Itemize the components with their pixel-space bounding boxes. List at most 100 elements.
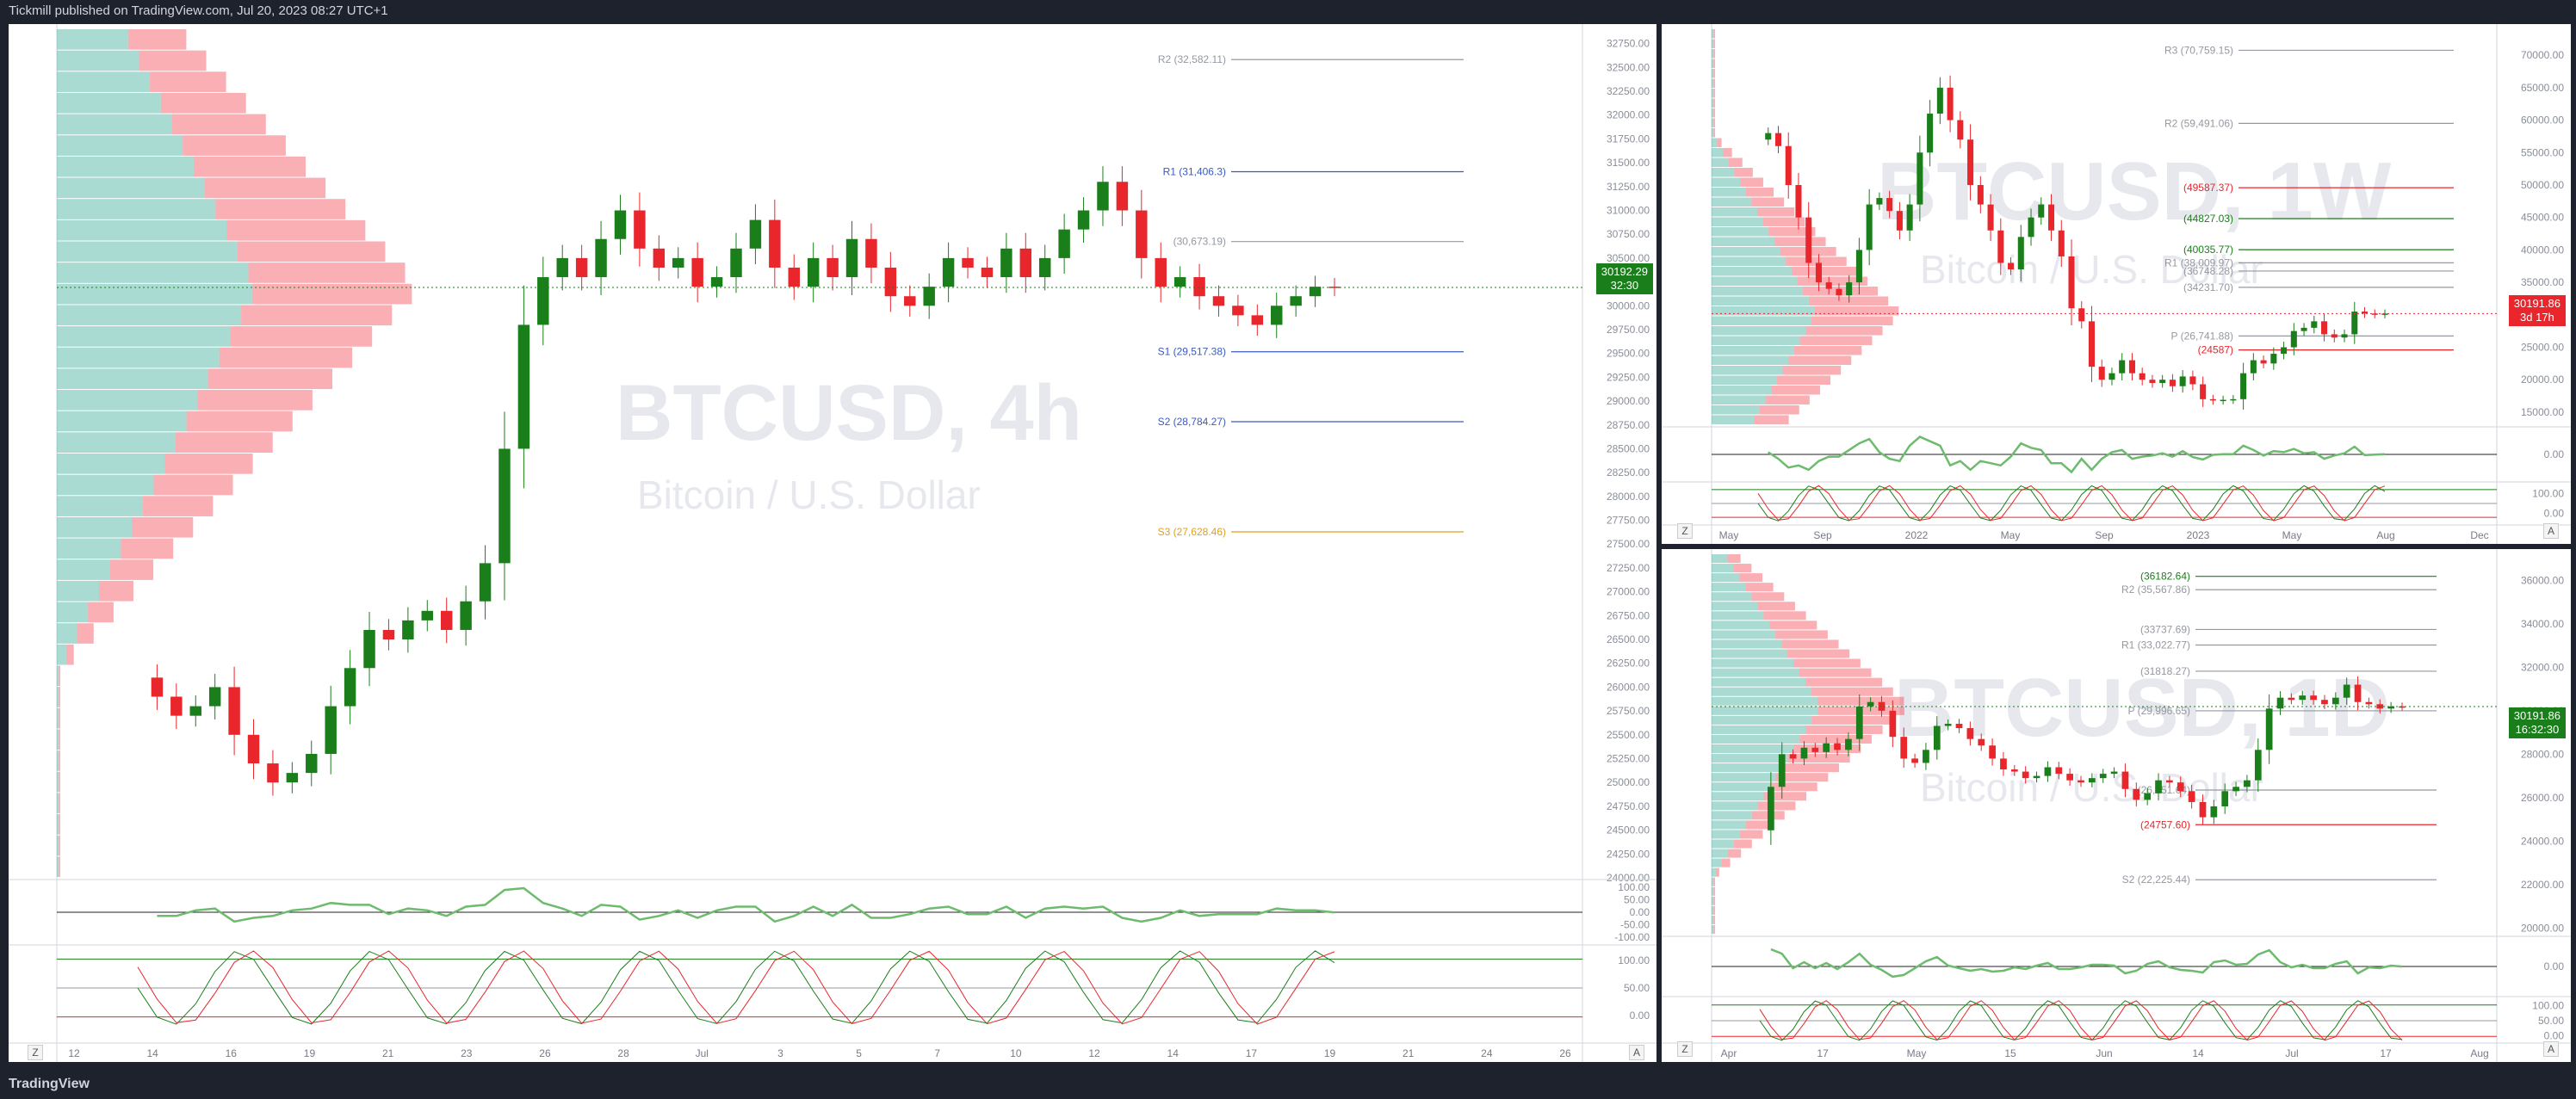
candle-body [845,238,858,278]
volume-profile-up [57,665,59,687]
price-tick-label: 28000.00 [1607,491,1650,503]
candle-body [595,238,607,278]
volume-profile-down [59,771,60,793]
volume-profile-up [1712,366,1783,375]
candle-body [2343,684,2350,698]
volume-profile-up [1712,188,1746,197]
last-price-tag: 30191.86 3d 17h [2508,295,2566,326]
volume-profile-down [1811,715,1894,725]
candle-body [382,629,395,640]
pivot-level-label: (24587) [2198,344,2233,356]
volume-profile-down [1757,602,1795,611]
volume-profile-down [88,602,114,623]
volume-profile-up [1712,346,1794,355]
time-tick-label: Jun [2096,1047,2112,1059]
volume-profile-down [197,390,313,411]
tradingview-logo[interactable]: TradingView [9,1077,90,1091]
volume-profile-down [183,135,286,156]
volume-profile-up [1712,715,1812,725]
volume-profile-down [59,750,60,771]
volume-profile-down [1791,267,1857,276]
price-tick-label: 50000.00 [2521,179,2564,191]
candle-body [1778,754,1786,787]
volume-profile-up [57,92,161,114]
candle-body [460,601,472,630]
candle-body [2179,376,2186,386]
volume-profile-down [1713,905,1715,915]
weekly-chart-pane[interactable]: BTCUSD, 1W Bitcoin / U.S. Dollar 70000.0… [1662,24,2571,544]
main-chart-svg[interactable]: 32750.0032500.0032250.0032000.0031750.00… [9,24,1656,1062]
volume-profile-up [1712,915,1714,924]
candle-body [2044,767,2052,776]
time-tick-label: 21 [1403,1047,1415,1059]
main-chart-pane[interactable]: BTCUSD, 4h Bitcoin / U.S. Dollar 32750.0… [9,24,1656,1062]
volume-profile-up [1712,128,1714,138]
price-tick-label: 32000.00 [2521,661,2564,673]
volume-profile-up [57,623,77,644]
volume-profile-up [1712,415,1755,424]
volume-profile-down [1713,49,1715,59]
volume-profile-down [1715,867,1719,877]
auto-scale-button[interactable]: A [1629,1045,1644,1060]
candle-body [2000,758,2007,770]
time-tick-label: May [2282,529,2302,541]
zoom-button[interactable]: Z [1677,1041,1693,1057]
volume-profile-up [57,177,205,199]
price-tick-label: 34000.00 [2521,618,2564,630]
candle-body [2038,204,2045,218]
candle-body [2354,684,2362,702]
daily-chart-pane[interactable]: BTCUSD, 1D Bitcoin / U.S. Dollar 36000.0… [1662,549,2571,1062]
volume-profile-down [1713,69,1715,78]
candle-body [2290,330,2297,348]
candle-body [2010,769,2018,772]
candle-body [865,238,877,268]
volume-profile-up [1712,687,1811,696]
volume-profile-down [1782,366,1842,375]
auto-scale-button[interactable]: A [2543,523,2559,539]
volume-profile-down [1805,725,1883,734]
volume-profile-up [57,50,139,71]
volume-profile-up [1712,706,1818,715]
volume-profile-up [57,707,59,729]
volume-profile-down [1745,583,1774,592]
candle-body [1038,257,1051,278]
candle-body [2351,312,2358,335]
volume-profile-down [175,432,273,453]
candle-body [1836,288,1842,296]
candle-body [2088,321,2096,367]
volume-profile-down [1788,355,1852,365]
last-price-value: 30191.86 [2513,709,2561,722]
volume-profile-up [57,199,216,219]
bar-countdown: 32:30 [1610,279,1639,292]
volume-profile-down [59,835,60,856]
daily-chart-svg[interactable]: 36000.0034000.0032000.0030000.0028000.00… [1662,549,2571,1062]
auto-scale-button[interactable]: A [2543,1041,2559,1057]
volume-profile-up [1712,886,1714,896]
price-tick-label: 30500.00 [1607,252,1650,264]
volume-profile-up [1712,267,1792,276]
candle-body [2288,697,2295,701]
volume-profile-up [57,283,252,305]
price-tick-label: 32500.00 [1607,61,1650,73]
volume-profile-up [57,835,59,856]
volume-profile-up [57,390,198,411]
candle-body [2209,398,2216,401]
momentum-line [1770,948,2403,979]
pivot-level-label: (24757.60) [2140,818,2190,830]
time-tick-label: Sep [1813,529,1832,541]
volume-profile-down [1757,801,1796,811]
volume-profile-up [57,729,59,750]
weekly-chart-svg[interactable]: 70000.00 65000.00 60000.00 55000.00 50000.00… [1662,24,2571,544]
oscillator-tick-label: 100.00 [1618,954,1650,966]
volume-profile-down [59,707,60,729]
price-tick-label: 27750.00 [1607,515,1650,527]
candle-body [2149,380,2156,383]
price-tick-label: 30000.00 [1607,299,1650,312]
candle-body [1911,758,1918,763]
volume-profile-down [1723,148,1732,157]
zoom-button[interactable]: Z [1677,523,1693,539]
zoom-button[interactable]: Z [28,1045,43,1060]
price-tick-label: 28750.00 [1607,419,1650,431]
pivot-level-label: S1 (29,517.38) [1158,346,1226,358]
candle-body [1825,282,1832,289]
